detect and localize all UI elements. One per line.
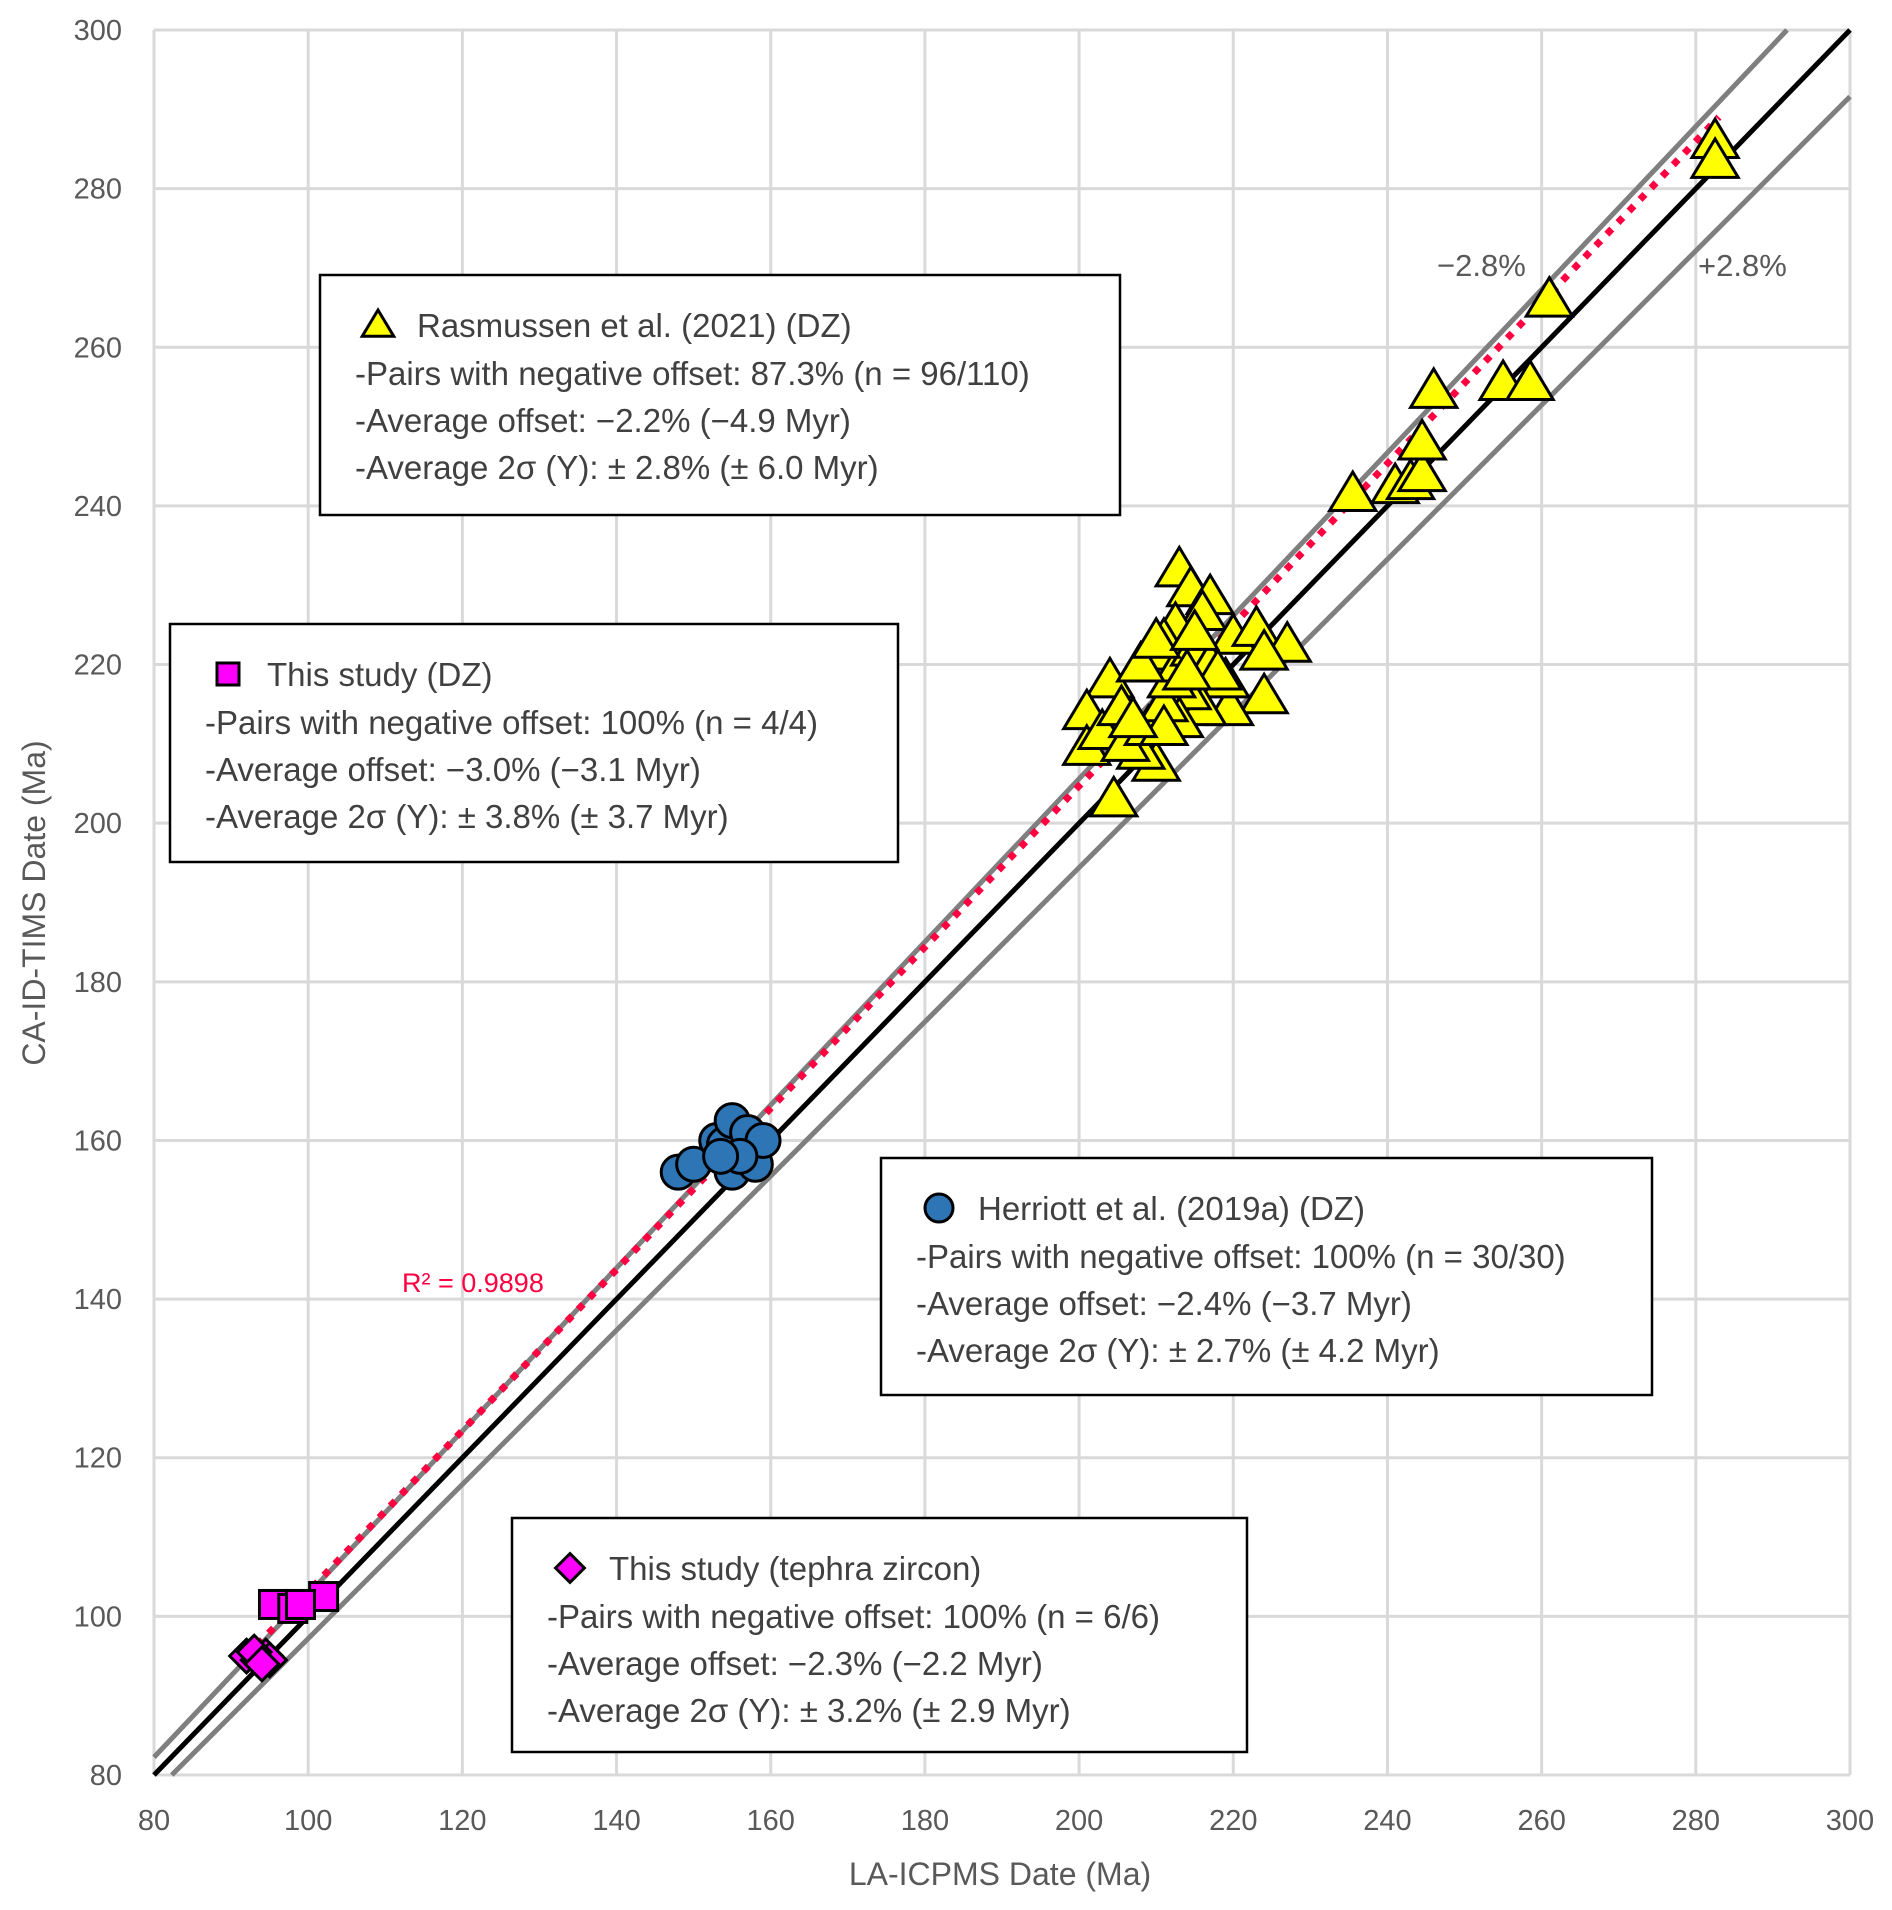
y-axis-label: CA-ID-TIMS Date (Ma) [16, 740, 52, 1065]
plus-band-label: +2.8% [1698, 248, 1787, 283]
minus-band-label: −2.8% [1437, 248, 1526, 283]
triangle-point [1168, 607, 1221, 651]
legend-stat: -Pairs with negative offset: 100% (n = 6… [547, 1598, 1160, 1635]
legend-stat: -Average 2σ (Y): ± 3.8% (± 3.7 Myr) [205, 798, 729, 835]
x-tick-label: 220 [1209, 1805, 1257, 1837]
x-tick-label: 100 [284, 1805, 332, 1837]
legend-stat: -Pairs with negative offset: 100% (n = 3… [916, 1238, 1566, 1275]
legend-stat: -Average offset: −2.4% (−3.7 Myr) [916, 1285, 1412, 1322]
triangle-point [1238, 627, 1290, 671]
legend-frame [510, 1516, 1249, 1754]
x-tick-label: 240 [1363, 1805, 1411, 1837]
triangle-point [1107, 695, 1159, 739]
x-tick-label: 180 [901, 1805, 949, 1837]
y-tick-label: 100 [74, 1601, 122, 1633]
x-tick-label: 80 [138, 1805, 170, 1837]
legend-frame [168, 622, 900, 864]
circle-point [702, 1137, 740, 1175]
trendline-dotted [243, 114, 1722, 1659]
x-tick-label: 140 [592, 1805, 640, 1837]
triangle-legend-icon [359, 307, 397, 338]
x-tick-label: 300 [1826, 1805, 1874, 1837]
reference-line-11 [152, 28, 1852, 1777]
legend-stat: -Pairs with negative offset: 87.3% (n = … [355, 355, 1030, 392]
y-tick-label: 120 [74, 1443, 122, 1475]
legend-stat: -Average offset: −3.0% (−3.1 Myr) [205, 751, 701, 788]
trendline [243, 114, 1722, 1659]
data-points [227, 116, 1741, 1683]
circle-legend-icon [923, 1192, 955, 1224]
x-tick-label: 160 [747, 1805, 795, 1837]
triangle-point [1161, 647, 1213, 691]
y-tick-label: 160 [74, 1125, 122, 1157]
triangle-point [1115, 639, 1167, 683]
y-tick-label: 220 [74, 650, 122, 682]
triangle-point [1192, 647, 1244, 691]
y-tick-label: 300 [74, 15, 122, 47]
legend-box-circle: Herriott et al. (2019a) (DZ) -Pairs with … [879, 1156, 1654, 1397]
x-tick-label: 260 [1517, 1805, 1565, 1837]
x-tick-label: 200 [1055, 1805, 1103, 1837]
legend-box-diamond: This study (tephra zircon) -Pairs with ne… [510, 1516, 1249, 1754]
triangle-point [1088, 774, 1140, 818]
legend-series-name: This study (DZ) [267, 656, 493, 693]
r-squared-label: R² = 0.9898 [402, 1268, 544, 1298]
legend-series-name: Herriott et al. (2019a) (DZ) [978, 1190, 1365, 1227]
legend-boxes: Rasmussen et al. (2021) (DZ) -Pairs with … [168, 273, 1654, 1754]
legend-series-name: Rasmussen et al. (2021) (DZ) [417, 307, 852, 344]
square-legend-icon [215, 661, 241, 687]
x-tick-label: 280 [1672, 1805, 1720, 1837]
y-tick-label: 240 [74, 491, 122, 523]
legend-frame [879, 1156, 1654, 1397]
x-tick-label: 120 [438, 1805, 486, 1837]
y-tick-label: 140 [74, 1284, 122, 1316]
legend-box-triangle: Rasmussen et al. (2021) (DZ) -Pairs with … [318, 273, 1122, 517]
diamond-point [243, 1645, 281, 1683]
y-tick-label: 200 [74, 808, 122, 840]
triangle-point [1523, 274, 1576, 318]
legend-stat: -Average offset: −2.3% (−2.2 Myr) [547, 1645, 1043, 1682]
triangle-point [1689, 135, 1741, 179]
legend-box-square: This study (DZ) -Pairs with negative offs… [168, 622, 900, 864]
tick-labels: 80 100 120 140 160 180 200 220 240 260 280 300 80 100… [74, 15, 1875, 1837]
triangle-point [1396, 449, 1448, 493]
triangle-point [1327, 469, 1379, 513]
triangle-point [1130, 615, 1182, 659]
legend-stat: -Pairs with negative offset: 100% (n = 4… [205, 704, 818, 741]
legend-stat: -Average 2σ (Y): ± 3.2% (± 2.9 Myr) [547, 1692, 1071, 1729]
triangle-point [1238, 671, 1290, 715]
triangle-point [1396, 417, 1448, 461]
legend-series-name: This study (tephra zircon) [609, 1550, 981, 1587]
legend-stat: -Average 2σ (Y): ± 2.8% (± 6.0 Myr) [355, 449, 879, 486]
y-tick-label: 280 [74, 174, 122, 206]
legend-frame [318, 273, 1122, 517]
triangle-point [1407, 365, 1460, 409]
diamond-legend-icon [553, 1551, 587, 1585]
legend-stat: -Average offset: −2.2% (−4.9 Myr) [355, 402, 851, 439]
reference-line-28 [169, 94, 1852, 1777]
x-axis-label: LA-ICPMS Date (Ma) [849, 1856, 1151, 1892]
y-tick-label: 260 [74, 332, 122, 364]
legend-stat: -Average 2σ (Y): ± 2.7% (± 4.2 Myr) [916, 1332, 1440, 1369]
y-tick-label: 180 [74, 967, 122, 999]
y-tick-label: 80 [90, 1760, 122, 1792]
triangle-point [1504, 358, 1556, 401]
square-point [284, 1588, 316, 1620]
